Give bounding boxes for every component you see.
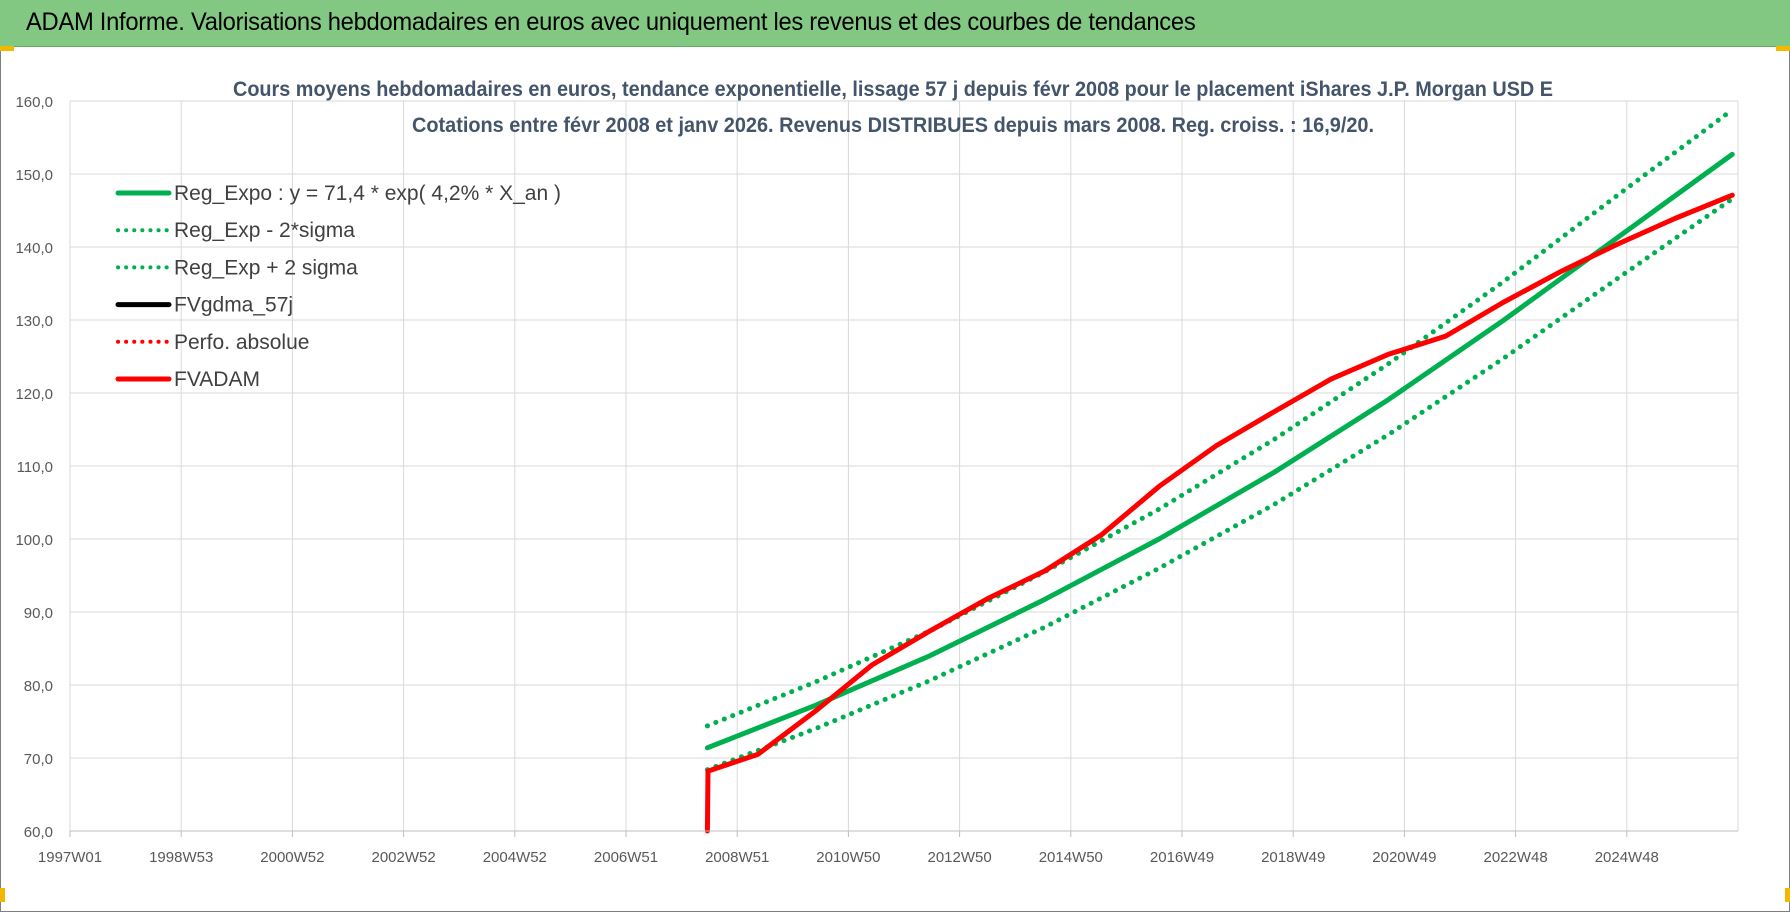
x-tick-label: 1998W53 [149, 849, 213, 866]
x-tick-label: 2006W51 [594, 849, 658, 866]
x-tick-label: 2004W52 [483, 849, 547, 866]
y-tick-label: 80,0 [24, 678, 53, 695]
series-reg-exp-plus-2sigma-line [704, 107, 1735, 729]
grid-lines [69, 100, 1739, 832]
chart-legend: Reg_Expo : y = 71,4 * exp( 4,2% * X_an )… [115, 182, 561, 391]
series-perfo-absolue-line [705, 193, 1734, 833]
corner-mark-bottom-left [0, 888, 5, 902]
y-tick-label: 100,0 [15, 532, 53, 549]
legend-label: Perfo. absolue [174, 331, 309, 354]
corner-mark-top-right [1776, 46, 1790, 51]
header-banner: ADAM Informe. Valorisations hebdomadaire… [0, 0, 1790, 47]
x-tick-label: 2016W49 [1150, 849, 1214, 866]
y-tick-label: 90,0 [24, 605, 53, 622]
series-fvadam-line [704, 192, 1735, 834]
legend-label: FVgdma_57j [174, 294, 293, 317]
y-tick-label: 160,0 [15, 94, 53, 111]
x-tick-label: 2010W50 [816, 849, 880, 866]
corner-mark-top-left [0, 46, 14, 51]
x-tick-label: 2014W50 [1039, 849, 1103, 866]
corner-mark-bottom-right [1785, 888, 1790, 902]
chart-title-line2: Cotations entre févr 2008 et janv 2026. … [412, 114, 1374, 137]
legend-label: Reg_Exp + 2 sigma [174, 256, 358, 279]
y-tick-label: 70,0 [24, 751, 53, 768]
series-reg-expo-line [704, 151, 1735, 751]
y-tick-label: 110,0 [17, 459, 53, 476]
legend-label: FVADAM [174, 368, 260, 391]
x-tick-label: 2022W48 [1483, 849, 1547, 866]
x-tick-label: 2000W52 [260, 849, 324, 866]
x-tick-label: 1997W01 [38, 849, 102, 866]
y-tick-label: 140,0 [15, 240, 53, 257]
x-tick-label: 2020W49 [1372, 849, 1436, 866]
legend-label: Reg_Exp - 2*sigma [174, 219, 355, 242]
x-tick-label: 2018W49 [1261, 849, 1325, 866]
y-tick-label: 60,0 [24, 824, 53, 841]
y-tick-label: 150,0 [15, 167, 53, 184]
y-tick-label: 120,0 [15, 386, 53, 403]
x-tick-label: 2012W50 [927, 849, 991, 866]
chart-title-line1: Cours moyens hebdomadaires en euros, ten… [233, 78, 1553, 101]
series-lines [704, 107, 1735, 834]
x-tick-label: 2024W48 [1595, 849, 1659, 866]
page-title: ADAM Informe. Valorisations hebdomadaire… [26, 8, 1196, 36]
y-tick-label: 130,0 [15, 313, 53, 330]
x-tick-label: 2002W52 [371, 849, 435, 866]
legend-label: Reg_Expo : y = 71,4 * exp( 4,2% * X_an ) [174, 182, 561, 205]
x-tick-label: 2008W51 [705, 849, 769, 866]
axes: 60,0 70,0 80,0 90,0 100,0 110,0 120,0 130,0 140,… [15, 94, 1738, 866]
